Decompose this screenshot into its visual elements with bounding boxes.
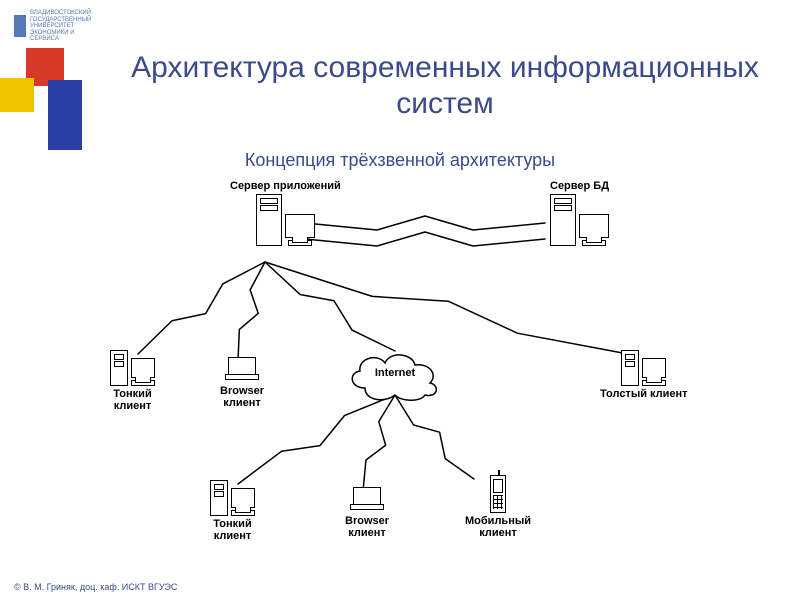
laptop-icon — [350, 487, 384, 513]
slide-footer: © В. М. Гриняк, доц. каф. ИСКТ ВГУЭС — [14, 582, 177, 592]
desktop-icon — [110, 350, 155, 386]
node-thin2: Тонкийклиент — [210, 480, 255, 542]
laptop-icon — [225, 357, 259, 383]
slide-subtitle: Концепция трёхзвенной архитектуры — [0, 150, 800, 171]
node-label: Сервер БД — [550, 180, 609, 192]
node-label: Browserклиент — [345, 515, 389, 539]
internet-cloud: Internet — [340, 343, 450, 403]
logo-mark — [14, 15, 26, 37]
architecture-diagram: Сервер приложений Сервер БД Тонкийклиент Br… — [110, 175, 730, 555]
server-icon — [550, 194, 609, 246]
node-thick: Толстый клиент — [600, 350, 688, 400]
node-label: Тонкийклиент — [113, 388, 151, 412]
node-label: Тонкийклиент — [213, 518, 251, 542]
node-label: Толстый клиент — [600, 388, 688, 400]
slide-title: Архитектура современных информационных с… — [130, 50, 760, 122]
node-browser1: Browserклиент — [220, 357, 264, 409]
node-label: Мобильныйклиент — [465, 515, 531, 539]
decorative-squares — [0, 40, 120, 160]
node-browser2: Browserклиент — [345, 487, 389, 539]
desktop-icon — [621, 350, 666, 386]
deco-yellow-square — [0, 78, 34, 112]
node-mobile: Мобильныйклиент — [465, 475, 531, 539]
desktop-icon — [210, 480, 255, 516]
university-logo: ВЛАДИВОСТОКСКИЙ ГОСУДАРСТВЕННЫЙ УНИВЕРСИ… — [14, 10, 100, 43]
node-thin1: Тонкийклиент — [110, 350, 155, 412]
node-label: Сервер приложений — [230, 180, 341, 192]
cloud-label: Internet — [375, 367, 415, 379]
server-icon — [256, 194, 315, 246]
phone-icon — [490, 475, 506, 513]
node-label: Browserклиент — [220, 385, 264, 409]
node-app-server: Сервер приложений — [230, 180, 341, 246]
deco-blue-square — [48, 80, 82, 150]
node-db-server: Сервер БД — [550, 180, 609, 246]
logo-text: ВЛАДИВОСТОКСКИЙ ГОСУДАРСТВЕННЫЙ УНИВЕРСИ… — [30, 10, 100, 43]
